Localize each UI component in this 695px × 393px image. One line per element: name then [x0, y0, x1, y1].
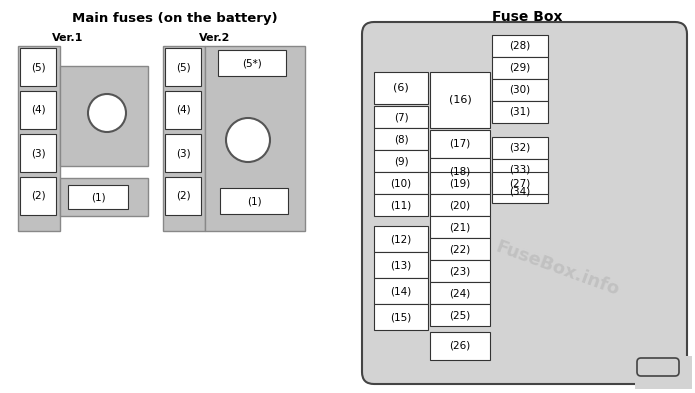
Text: Fuse Box: Fuse Box [492, 10, 562, 24]
Bar [218, 50, 286, 76]
Text: (7): (7) [393, 112, 409, 122]
Bar [492, 57, 548, 79]
Bar [60, 66, 148, 166]
Text: (31): (31) [509, 107, 530, 117]
Text: (6): (6) [393, 83, 409, 93]
Text: (24): (24) [450, 288, 471, 298]
Text: Ver.2: Ver.2 [199, 33, 231, 43]
Text: (3): (3) [176, 148, 190, 158]
FancyBboxPatch shape [637, 358, 679, 376]
Text: (5): (5) [176, 62, 190, 72]
Bar [20, 91, 56, 129]
Text: (20): (20) [450, 200, 471, 210]
Text: (2): (2) [176, 191, 190, 201]
Bar [430, 260, 490, 282]
Text: (1): (1) [247, 196, 261, 206]
Bar [430, 130, 490, 158]
Text: (34): (34) [509, 187, 530, 197]
Circle shape [88, 94, 126, 132]
Text: (8): (8) [393, 134, 409, 144]
Bar [220, 188, 288, 214]
Text: (1): (1) [90, 192, 106, 202]
Bar [374, 150, 428, 172]
Bar [492, 172, 548, 194]
Bar [205, 46, 305, 231]
Bar [492, 159, 548, 181]
Bar [374, 172, 428, 194]
Bar [20, 134, 56, 172]
Text: (23): (23) [450, 266, 471, 276]
Bar [165, 134, 201, 172]
Bar [430, 194, 490, 216]
Text: (9): (9) [393, 156, 409, 166]
Bar [430, 332, 490, 360]
FancyBboxPatch shape [362, 22, 687, 384]
Text: (27): (27) [509, 178, 530, 188]
Text: (16): (16) [449, 95, 471, 105]
Text: (21): (21) [450, 222, 471, 232]
Bar [165, 48, 201, 86]
Bar [492, 181, 548, 203]
Bar [430, 72, 490, 128]
Text: (13): (13) [391, 260, 411, 270]
Text: (29): (29) [509, 63, 530, 73]
Bar [430, 216, 490, 238]
Text: (4): (4) [31, 105, 45, 115]
Text: FuseBox.info: FuseBox.info [493, 237, 621, 299]
Bar [492, 35, 548, 57]
Bar [374, 226, 428, 252]
Text: (12): (12) [391, 234, 411, 244]
Bar [374, 252, 428, 278]
Bar [430, 282, 490, 304]
Text: (33): (33) [509, 165, 530, 175]
Text: (11): (11) [391, 200, 411, 210]
Bar [430, 304, 490, 326]
Text: Ver.1: Ver.1 [52, 33, 83, 43]
Bar [20, 48, 56, 86]
Bar [374, 128, 428, 150]
Text: (4): (4) [176, 105, 190, 115]
Bar [374, 106, 428, 128]
Text: (5*): (5*) [242, 58, 262, 68]
Text: (32): (32) [509, 143, 530, 153]
Bar [492, 137, 548, 159]
Bar [60, 178, 148, 216]
Text: (26): (26) [450, 341, 471, 351]
Bar [430, 158, 490, 186]
Bar [163, 46, 205, 231]
Bar [165, 177, 201, 215]
Text: (3): (3) [31, 148, 45, 158]
Text: (25): (25) [450, 310, 471, 320]
Text: (18): (18) [450, 167, 471, 177]
Text: Main fuses (on the battery): Main fuses (on the battery) [72, 12, 278, 25]
Text: (10): (10) [391, 178, 411, 188]
Bar [165, 91, 201, 129]
Bar [492, 101, 548, 123]
Bar [430, 238, 490, 260]
Text: (2): (2) [31, 191, 45, 201]
Text: (22): (22) [450, 244, 471, 254]
Text: (5): (5) [31, 62, 45, 72]
Bar [635, 356, 692, 389]
Text: (17): (17) [450, 139, 471, 149]
Bar [68, 185, 128, 209]
Bar [20, 177, 56, 215]
Bar [374, 194, 428, 216]
Text: (19): (19) [450, 178, 471, 188]
Bar [374, 72, 428, 104]
Circle shape [226, 118, 270, 162]
Text: (28): (28) [509, 41, 530, 51]
Bar [374, 304, 428, 330]
Text: (30): (30) [509, 85, 530, 95]
Bar [18, 46, 60, 231]
Text: (15): (15) [391, 312, 411, 322]
Bar [492, 79, 548, 101]
Bar [374, 278, 428, 304]
Bar [430, 172, 490, 194]
Text: (14): (14) [391, 286, 411, 296]
